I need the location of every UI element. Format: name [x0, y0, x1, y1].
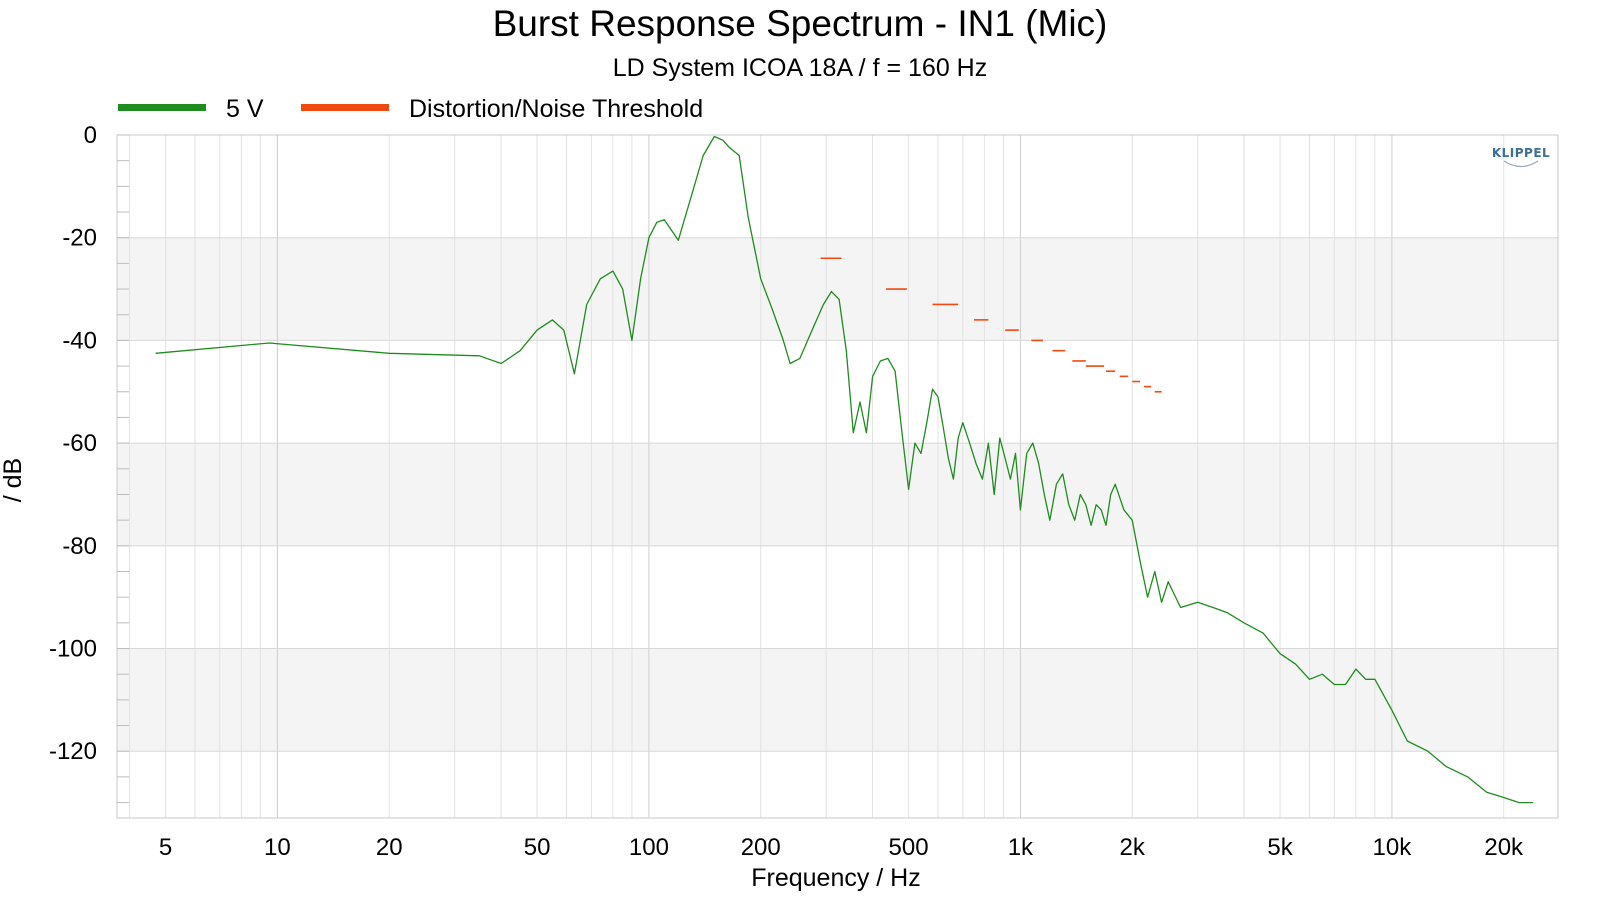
- x-axis-label: Frequency / Hz: [751, 864, 921, 892]
- band: [117, 237, 1558, 341]
- x-tick-label: 20: [376, 834, 403, 861]
- chart-title: Burst Response Spectrum - IN1 (Mic): [492, 3, 1108, 44]
- x-tick-label: 2k: [1120, 834, 1146, 861]
- y-tick-label: -20: [62, 225, 97, 252]
- klippel-logo-swoosh: [1503, 160, 1539, 168]
- x-tick-label: 5k: [1267, 834, 1293, 861]
- x-tick-labels: 5 10 20 50 100 200 500 1k 2k 5k 10k 20k: [159, 834, 1524, 861]
- y-axis-label: / dB: [0, 458, 27, 502]
- klippel-logo: KLIPPEL: [1492, 146, 1550, 168]
- legend-swatch-5v: [118, 104, 206, 111]
- band: [117, 648, 1558, 752]
- chart-subtitle: LD System ICOA 18A / f = 160 Hz: [612, 54, 988, 82]
- series-layer: [155, 135, 1534, 804]
- x-tick-label: 20k: [1484, 834, 1524, 861]
- legend-label-threshold: Distortion/Noise Threshold: [409, 95, 703, 123]
- y-tick-label: -60: [62, 430, 97, 457]
- x-tick-label: 5: [159, 834, 172, 861]
- y-tick-label: -120: [49, 738, 97, 765]
- grid-lines: [117, 134, 1558, 818]
- background-bands: [117, 237, 1558, 752]
- plot-frame: [116, 134, 1559, 819]
- x-tick-label: 50: [524, 834, 551, 861]
- band: [117, 443, 1558, 546]
- legend-swatch-threshold: [301, 104, 389, 111]
- legend-label-5v: 5 V: [226, 95, 264, 123]
- x-tick-label: 1k: [1008, 834, 1034, 861]
- y-tick-label: -40: [62, 327, 97, 354]
- x-tick-label: 10: [264, 834, 291, 861]
- x-tick-label: 10k: [1373, 834, 1413, 861]
- y-tick-label: -100: [49, 636, 97, 663]
- x-tick-label: 200: [741, 834, 781, 861]
- x-tick-label: 500: [889, 834, 929, 861]
- y-tick-label: -80: [62, 533, 97, 560]
- legend: 5 V Distortion/Noise Threshold: [118, 95, 703, 123]
- klippel-logo-text: KLIPPEL: [1492, 146, 1550, 160]
- x-tick-label: 100: [629, 834, 669, 861]
- y-tick-labels: 0 -20 -40 -60 -80 -100 -120: [49, 122, 97, 765]
- y-minor-ticks: [117, 134, 129, 804]
- y-tick-label: 0: [84, 122, 97, 149]
- series-5v-line: [155, 135, 1534, 804]
